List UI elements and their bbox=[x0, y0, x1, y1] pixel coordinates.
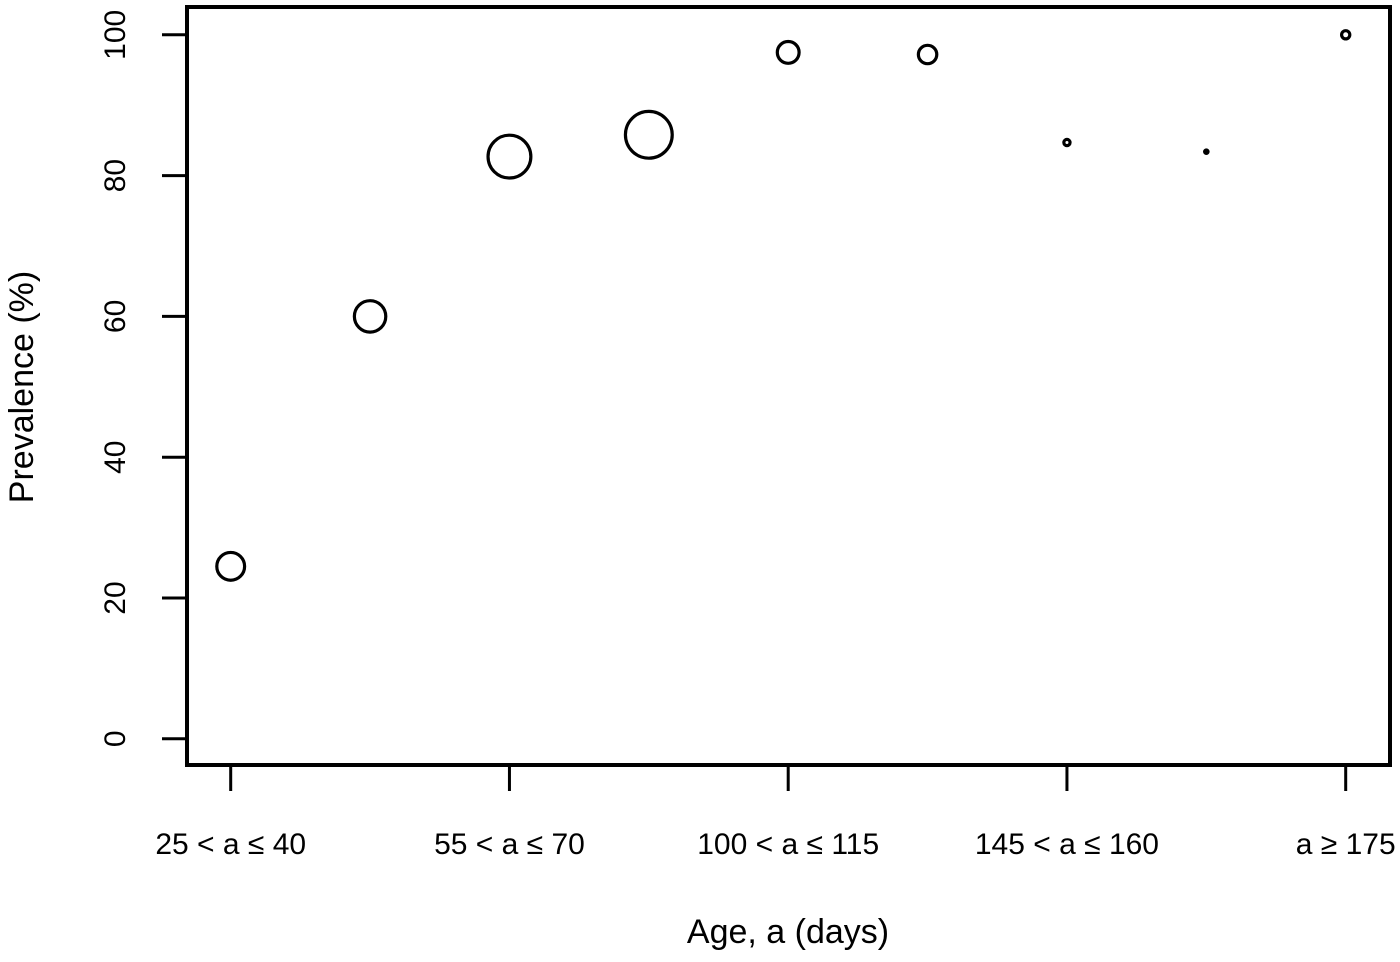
plot-border bbox=[185, 5, 1392, 767]
data-point-bubble bbox=[215, 550, 247, 582]
x-axis-title: Age, a (days) bbox=[687, 913, 889, 951]
x-tick-label: a ≥ 175 bbox=[1296, 828, 1396, 861]
y-tick-label: 40 bbox=[99, 441, 132, 474]
y-axis-title: Prevalence (%) bbox=[3, 271, 41, 503]
x-tick-label: 25 < a ≤ 40 bbox=[155, 828, 306, 861]
data-point-bubble bbox=[486, 133, 533, 180]
y-tick-label: 100 bbox=[99, 10, 132, 60]
x-tick-label: 100 < a ≤ 115 bbox=[697, 828, 879, 861]
data-point-bubble bbox=[1062, 137, 1072, 148]
data-point-bubble bbox=[623, 109, 674, 160]
y-axis-ticks bbox=[162, 33, 187, 741]
data-point-bubble bbox=[775, 39, 801, 65]
data-point-bubble bbox=[1203, 148, 1210, 155]
data-points bbox=[215, 29, 1352, 582]
y-tick-label: 20 bbox=[99, 581, 132, 614]
x-axis-tick-labels: 25 < a ≤ 40 55 < a ≤ 70 100 < a ≤ 115 145 <… bbox=[155, 828, 1395, 861]
x-tick-label: 55 < a ≤ 70 bbox=[434, 828, 585, 861]
data-point-bubble bbox=[916, 43, 939, 66]
y-tick-label: 60 bbox=[99, 300, 132, 333]
data-point-bubble bbox=[352, 299, 388, 334]
y-axis-tick-labels: 0 20 40 60 80 100 bbox=[99, 10, 132, 747]
y-tick-label: 80 bbox=[99, 159, 132, 192]
data-point-bubble bbox=[1339, 29, 1352, 41]
x-axis-ticks bbox=[229, 765, 1348, 791]
y-tick-label: 0 bbox=[99, 730, 132, 747]
x-tick-label: 145 < a ≤ 160 bbox=[975, 828, 1159, 861]
